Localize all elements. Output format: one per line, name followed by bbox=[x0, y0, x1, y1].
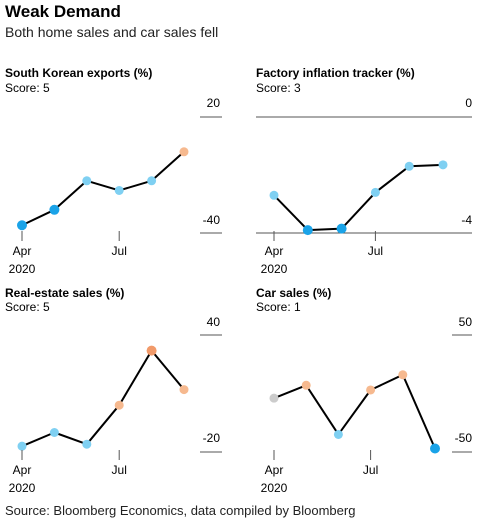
y-tick-label: 50 bbox=[459, 315, 473, 329]
data-point bbox=[146, 345, 157, 356]
panel-score: Score: 1 bbox=[256, 300, 301, 314]
data-point bbox=[147, 176, 157, 186]
x-tick-label: Apr bbox=[13, 244, 32, 258]
chart-title: Weak Demand bbox=[5, 2, 121, 21]
y-tick-label: 40 bbox=[207, 315, 221, 329]
data-point bbox=[333, 429, 343, 439]
data-point bbox=[179, 147, 189, 157]
y-tick-label: -4 bbox=[461, 213, 472, 227]
y-tick-label: 0 bbox=[465, 96, 472, 110]
data-point bbox=[302, 225, 313, 236]
y-tick-label: -40 bbox=[203, 213, 221, 227]
panel-title: Factory inflation tracker (%) bbox=[256, 66, 415, 80]
data-point bbox=[269, 393, 279, 403]
data-point bbox=[17, 441, 27, 451]
x-tick-label: Apr bbox=[265, 244, 284, 258]
panel-score: Score: 5 bbox=[5, 81, 50, 95]
data-point bbox=[114, 400, 124, 410]
panel-title: Car sales (%) bbox=[256, 286, 331, 300]
source-note: Source: Bloomberg Economics, data compil… bbox=[5, 503, 356, 518]
data-point bbox=[336, 223, 347, 234]
y-tick-label: -50 bbox=[455, 431, 473, 445]
data-point bbox=[398, 370, 408, 380]
series-line bbox=[21, 151, 185, 227]
data-point bbox=[17, 220, 27, 231]
data-point bbox=[49, 204, 60, 215]
data-point bbox=[366, 385, 376, 395]
x-tick-year: 2020 bbox=[9, 481, 36, 495]
x-tick-label: Jul bbox=[363, 463, 378, 477]
panel-score: Score: 3 bbox=[256, 81, 301, 95]
data-point bbox=[179, 385, 189, 395]
series-line bbox=[273, 163, 444, 232]
data-point bbox=[438, 160, 448, 170]
data-point bbox=[404, 161, 414, 171]
data-point bbox=[114, 185, 124, 195]
x-tick-label: Apr bbox=[265, 463, 284, 477]
panel-title: South Korean exports (%) bbox=[5, 66, 152, 80]
panel-title: Real-estate sales (%) bbox=[5, 286, 124, 300]
data-point bbox=[49, 428, 59, 437]
data-point bbox=[82, 176, 92, 186]
x-tick-year: 2020 bbox=[261, 481, 288, 495]
series-line bbox=[21, 349, 185, 448]
y-tick-label: 20 bbox=[207, 96, 221, 110]
x-tick-label: Jul bbox=[112, 244, 127, 258]
data-point bbox=[370, 187, 380, 197]
x-tick-label: Jul bbox=[112, 463, 127, 477]
x-tick-year: 2020 bbox=[261, 262, 288, 276]
panel-score: Score: 5 bbox=[5, 300, 50, 314]
data-point bbox=[269, 190, 279, 200]
data-point bbox=[301, 380, 311, 390]
y-tick-label: -20 bbox=[203, 431, 221, 445]
series-line bbox=[273, 373, 436, 449]
data-point bbox=[430, 443, 440, 454]
chart-subtitle: Both home sales and car sales fell bbox=[5, 24, 219, 40]
x-tick-label: Jul bbox=[368, 244, 383, 258]
x-tick-year: 2020 bbox=[9, 262, 36, 276]
data-point bbox=[82, 439, 92, 449]
x-tick-label: Apr bbox=[13, 463, 32, 477]
